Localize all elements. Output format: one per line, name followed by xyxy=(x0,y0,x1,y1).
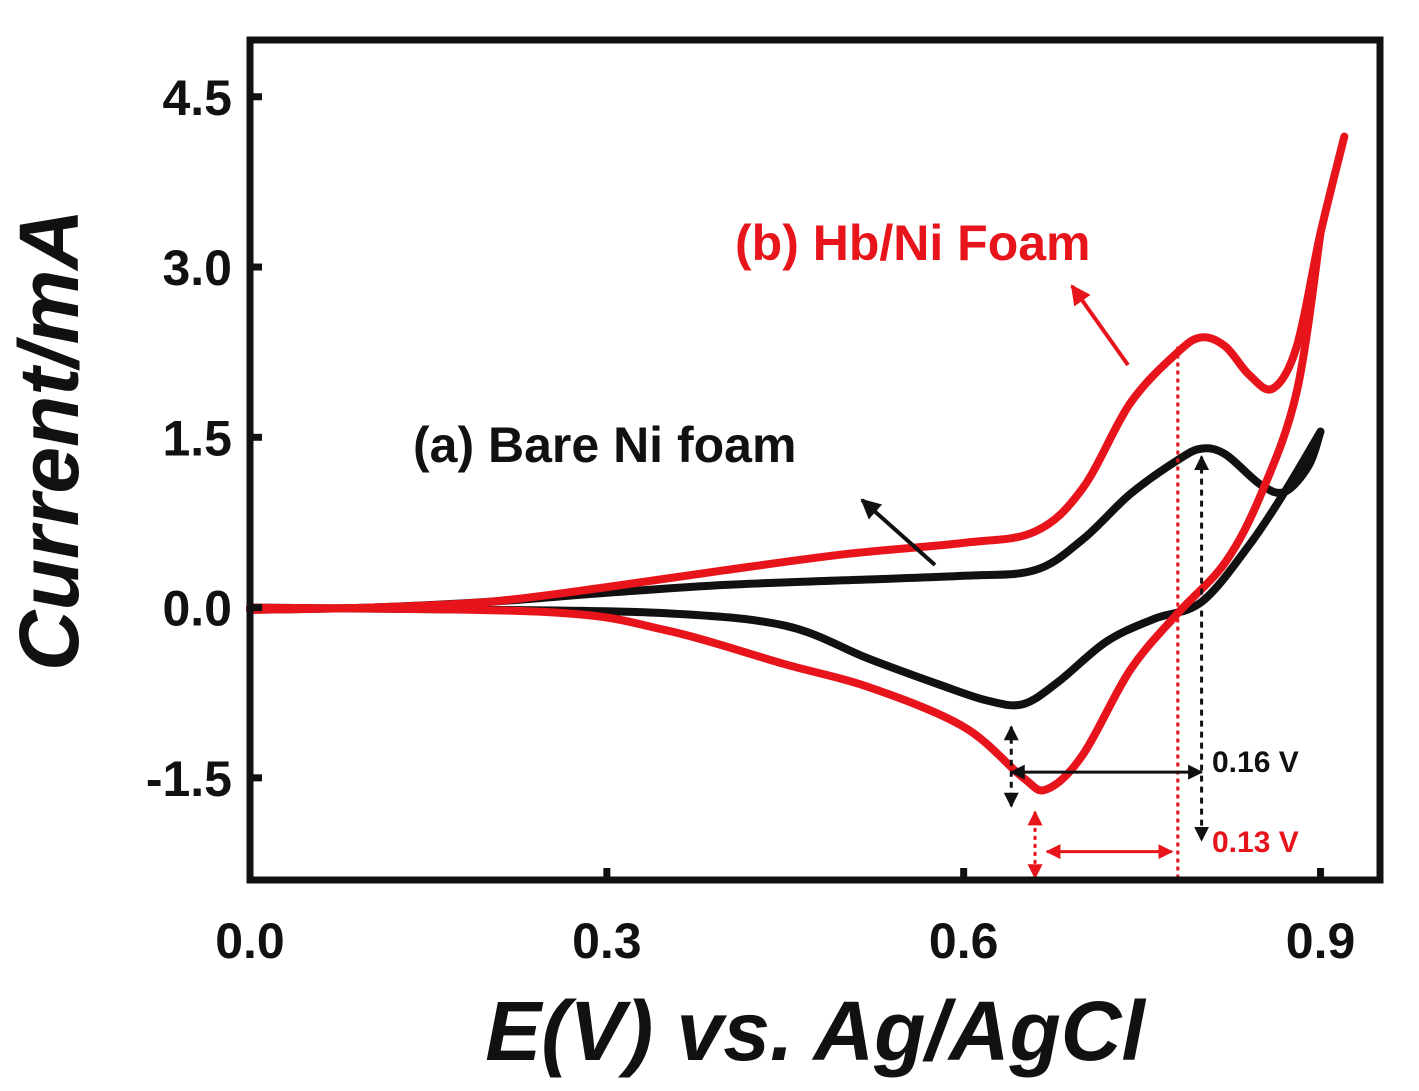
y-axis-title: Current/mA xyxy=(2,209,96,671)
series-line-hb-ni-foam-reverse xyxy=(246,229,1325,795)
curves-layer xyxy=(246,132,1349,795)
x-tick-label: 0.6 xyxy=(929,913,999,969)
y-tick-label: 3.0 xyxy=(162,240,232,296)
x-tick-label: 0.0 xyxy=(215,913,285,969)
series-line-hb-ni-foam-forward xyxy=(246,132,1349,614)
pointer-arrow-hb xyxy=(1070,284,1130,367)
x-axis-title: E(V) vs. Ag/AgCl xyxy=(485,984,1146,1078)
series-line-bare-ni-foam-reverse xyxy=(246,427,1325,710)
y-tick-label: 1.5 xyxy=(162,410,232,466)
x-tick-label: 0.9 xyxy=(1286,913,1356,969)
pointer-arrow-bare xyxy=(860,498,937,567)
series-label-bare-ni-foam: (a) Bare Ni foam xyxy=(413,417,796,473)
y-tick-label: 4.5 xyxy=(162,70,232,126)
peak-separation-label-bare: 0.16 V xyxy=(1212,746,1299,779)
y-tick-label: 0.0 xyxy=(162,581,232,637)
peak-separation-label-hb: 0.13 V xyxy=(1212,826,1299,859)
y-tick-label: -1.5 xyxy=(146,751,232,807)
annotation-layer xyxy=(860,284,1210,880)
x-tick-label: 0.3 xyxy=(572,913,642,969)
series-label-hb-ni-foam: (b) Hb/Ni Foam xyxy=(735,215,1091,271)
plot-frame xyxy=(246,36,1384,884)
ticks-layer: 0.0 0.3 0.6 0.9 -1.5 0.0 1.5 3.0 4.5 xyxy=(146,70,1355,969)
